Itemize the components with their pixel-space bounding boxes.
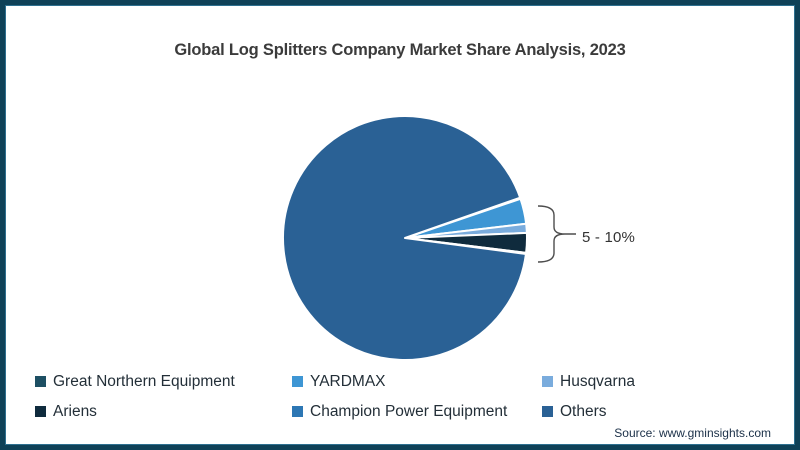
pie-slice-others xyxy=(282,115,527,361)
legend-item-champion-power-equipment: Champion Power Equipment xyxy=(292,401,542,422)
legend-swatch-icon xyxy=(542,376,553,387)
legend-swatch-icon xyxy=(35,406,46,417)
legend-item-others: Others xyxy=(542,401,785,422)
legend-swatch-icon xyxy=(292,376,303,387)
source-note: Source: www.gminsights.com xyxy=(614,426,771,440)
legend-item-great-northern-equipment: Great Northern Equipment xyxy=(35,371,292,392)
legend-item-husqvarna: Husqvarna xyxy=(542,371,785,392)
legend-item-yardmax: YARDMAX xyxy=(292,371,542,392)
legend-label: Champion Power Equipment xyxy=(310,403,508,420)
legend-label: Ariens xyxy=(53,403,97,420)
legend: Great Northern Equipment YARDMAX Husqvarna… xyxy=(35,371,785,422)
legend-label: YARDMAX xyxy=(310,373,386,390)
pie-chart xyxy=(282,115,576,361)
legend-label: Great Northern Equipment xyxy=(53,373,235,390)
bracket-annotation xyxy=(537,205,576,263)
chart-title: Global Log Splitters Company Market Shar… xyxy=(174,41,626,59)
legend-swatch-icon xyxy=(292,406,303,417)
legend-label: Husqvarna xyxy=(560,373,635,390)
legend-swatch-icon xyxy=(35,376,46,387)
legend-label: Others xyxy=(560,403,607,420)
legend-swatch-icon xyxy=(542,406,553,417)
annotation-label: 5 - 10% xyxy=(582,229,636,246)
legend-item-ariens: Ariens xyxy=(35,401,292,422)
pie-slices-group xyxy=(282,115,528,361)
